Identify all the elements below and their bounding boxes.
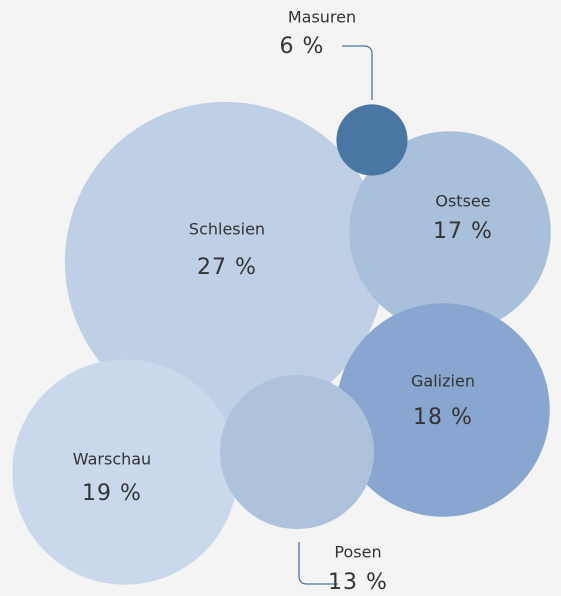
bubble-value: 13 %	[328, 570, 388, 595]
bubble	[64, 101, 386, 423]
bubble-value: 27 %	[197, 255, 257, 280]
bubble	[336, 104, 408, 176]
bubble-name: Schlesien	[189, 220, 265, 239]
bubble	[336, 303, 550, 517]
bubble-value: 6 %	[280, 34, 325, 59]
leader-line	[298, 542, 338, 585]
bubble	[219, 374, 375, 530]
leader-line	[342, 45, 373, 100]
bubble-name: Warschau	[73, 450, 151, 469]
bubble-name: Ostsee	[435, 192, 490, 211]
bubble	[12, 359, 238, 585]
bubble	[349, 131, 551, 333]
bubble-value: 17 %	[433, 219, 493, 244]
bubble-name: Masuren	[288, 8, 356, 27]
bubbles	[12, 101, 551, 585]
bubble-value: 19 %	[82, 481, 142, 506]
bubble-name: Galizien	[411, 372, 475, 391]
bubble-name: Posen	[334, 543, 381, 562]
bubble-value: 18 %	[413, 405, 473, 430]
